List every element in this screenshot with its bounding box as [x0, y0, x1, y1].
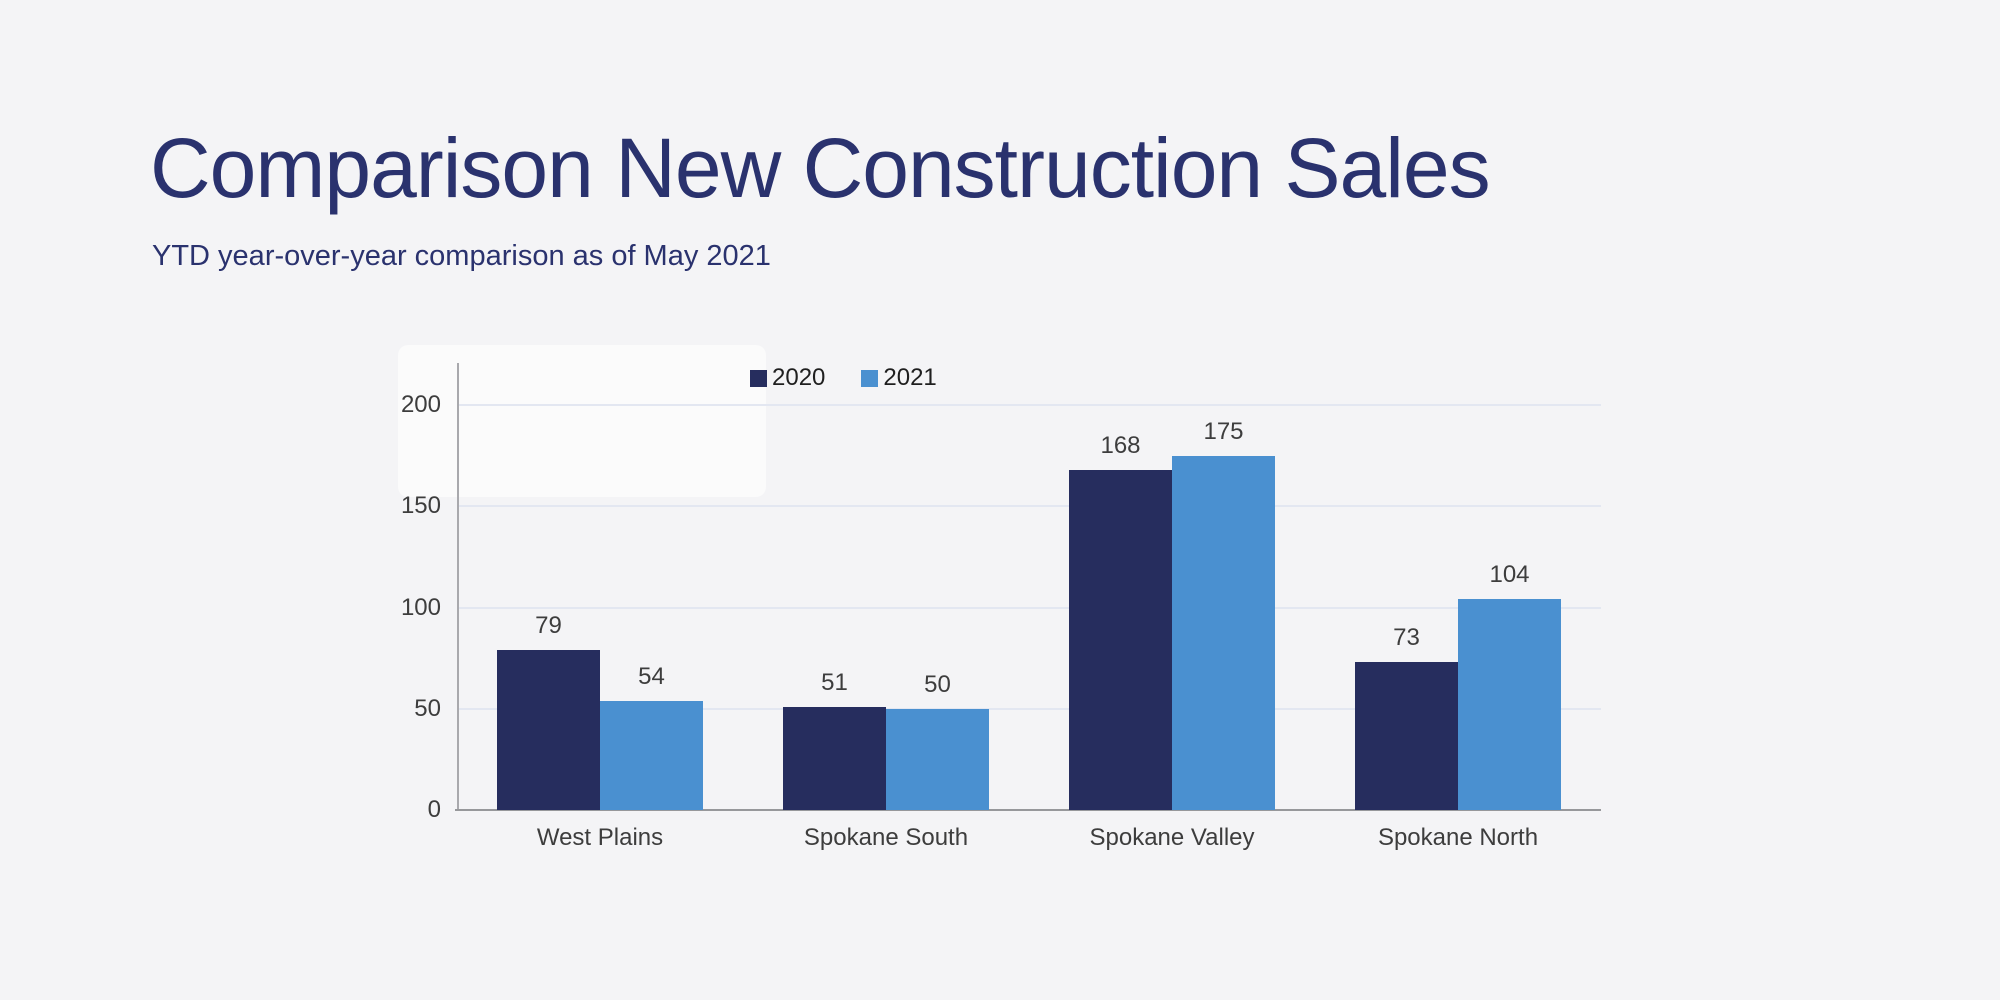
bar-2021-spokane-north — [1458, 599, 1561, 810]
category-label-west-plains: West Plains — [536, 824, 664, 851]
y-tick-label: 50 — [414, 694, 441, 722]
legend-label-2021: 2021 — [883, 364, 937, 391]
y-tick-label: 0 — [427, 796, 441, 823]
bar-2020-spokane-north — [1355, 662, 1458, 810]
page-subtitle: YTD year-over-year comparison as of May … — [152, 240, 771, 272]
bar-value-2020-west-plains: 79 — [535, 612, 562, 640]
bar-2020-west-plains — [497, 650, 600, 810]
bar-value-2021-spokane-valley: 175 — [1203, 417, 1244, 445]
x-axis-line — [455, 809, 1601, 811]
y-axis-line — [457, 363, 459, 811]
bar-2021-spokane-valley — [1172, 455, 1275, 810]
bar-value-2020-spokane-north: 73 — [1393, 624, 1420, 652]
legend-label-2020: 2020 — [772, 364, 826, 391]
bar-2020-spokane-valley — [1069, 469, 1172, 810]
page-title: Comparison New Construction Sales — [150, 121, 1491, 215]
gridline — [457, 606, 1601, 609]
category-label-spokane-valley: Spokane Valley — [1089, 824, 1255, 851]
bar-value-2021-spokane-north: 104 — [1489, 561, 1530, 589]
legend-swatch-2020 — [750, 369, 767, 387]
legend-swatch-2021 — [861, 369, 879, 387]
bar-value-2020-spokane-south: 51 — [821, 668, 848, 696]
y-tick-label: 150 — [400, 492, 441, 520]
legend-item-2021: 2021 — [861, 364, 937, 392]
gridline — [457, 707, 1601, 710]
bar-2021-spokane-south — [886, 708, 989, 810]
gridline — [457, 404, 1601, 406]
category-label-spokane-north: Spokane North — [1377, 824, 1539, 851]
chart-background-panel — [398, 345, 766, 497]
legend-item-2020: 2020 — [750, 364, 825, 392]
y-tick-label: 200 — [400, 391, 441, 418]
chart-legend: 2020 2021 — [750, 364, 937, 392]
bar-2020-spokane-south — [783, 706, 886, 810]
bar-value-2020-spokane-valley: 168 — [1100, 431, 1141, 459]
bar-2021-west-plains — [600, 700, 703, 810]
bar-value-2021-spokane-south: 50 — [924, 670, 951, 698]
gridline — [457, 505, 1601, 508]
bar-value-2021-west-plains: 54 — [638, 662, 665, 690]
category-label-spokane-south: Spokane South — [803, 824, 969, 851]
y-tick-label: 100 — [400, 593, 441, 621]
